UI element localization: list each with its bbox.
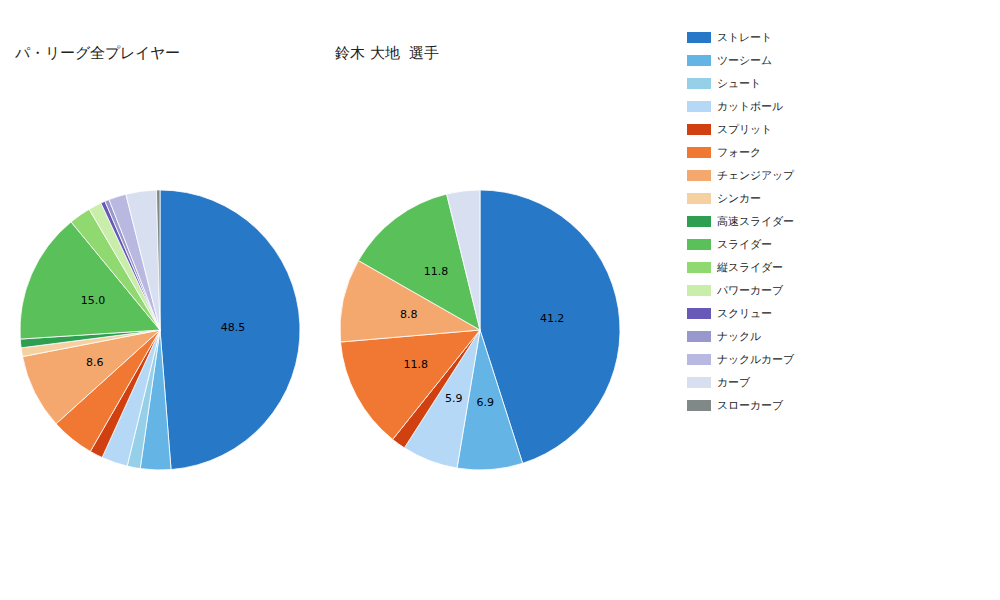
svg-text:カーブ: カーブ — [717, 376, 751, 389]
svg-text:ナックルカーブ: ナックルカーブ — [717, 353, 795, 366]
svg-text:スライダー: スライダー — [717, 238, 772, 251]
svg-text:8.6: 8.6 — [86, 356, 104, 369]
svg-text:パワーカーブ: パワーカーブ — [716, 284, 784, 297]
svg-text:チェンジアップ: チェンジアップ — [717, 169, 795, 182]
svg-text:フォーク: フォーク — [717, 146, 761, 159]
svg-text:パ・リーグ全プレイヤー: パ・リーグ全プレイヤー — [14, 44, 180, 62]
svg-text:スクリュー: スクリュー — [717, 307, 772, 320]
svg-text:鈴木 大地 選手: 鈴木 大地 選手 — [335, 44, 439, 62]
svg-text:シュート: シュート — [717, 77, 761, 90]
svg-text:ナックル: ナックル — [717, 330, 761, 343]
svg-text:11.8: 11.8 — [424, 265, 449, 278]
svg-text:11.8: 11.8 — [403, 358, 428, 371]
svg-text:スローカーブ: スローカーブ — [717, 399, 784, 412]
svg-text:縦スライダー: 縦スライダー — [716, 261, 783, 274]
svg-text:8.8: 8.8 — [400, 308, 418, 321]
svg-text:高速スライダー: 高速スライダー — [717, 215, 794, 228]
svg-text:ツーシーム: ツーシーム — [717, 54, 772, 67]
svg-text:5.9: 5.9 — [445, 392, 463, 405]
svg-text:41.2: 41.2 — [540, 312, 565, 325]
svg-text:シンカー: シンカー — [717, 192, 761, 205]
svg-text:15.0: 15.0 — [81, 294, 106, 307]
svg-text:6.9: 6.9 — [477, 396, 495, 409]
svg-text:48.5: 48.5 — [221, 321, 246, 334]
svg-text:ストレート: ストレート — [717, 31, 772, 44]
svg-text:スプリット: スプリット — [717, 123, 772, 136]
svg-text:カットボール: カットボール — [717, 100, 783, 113]
